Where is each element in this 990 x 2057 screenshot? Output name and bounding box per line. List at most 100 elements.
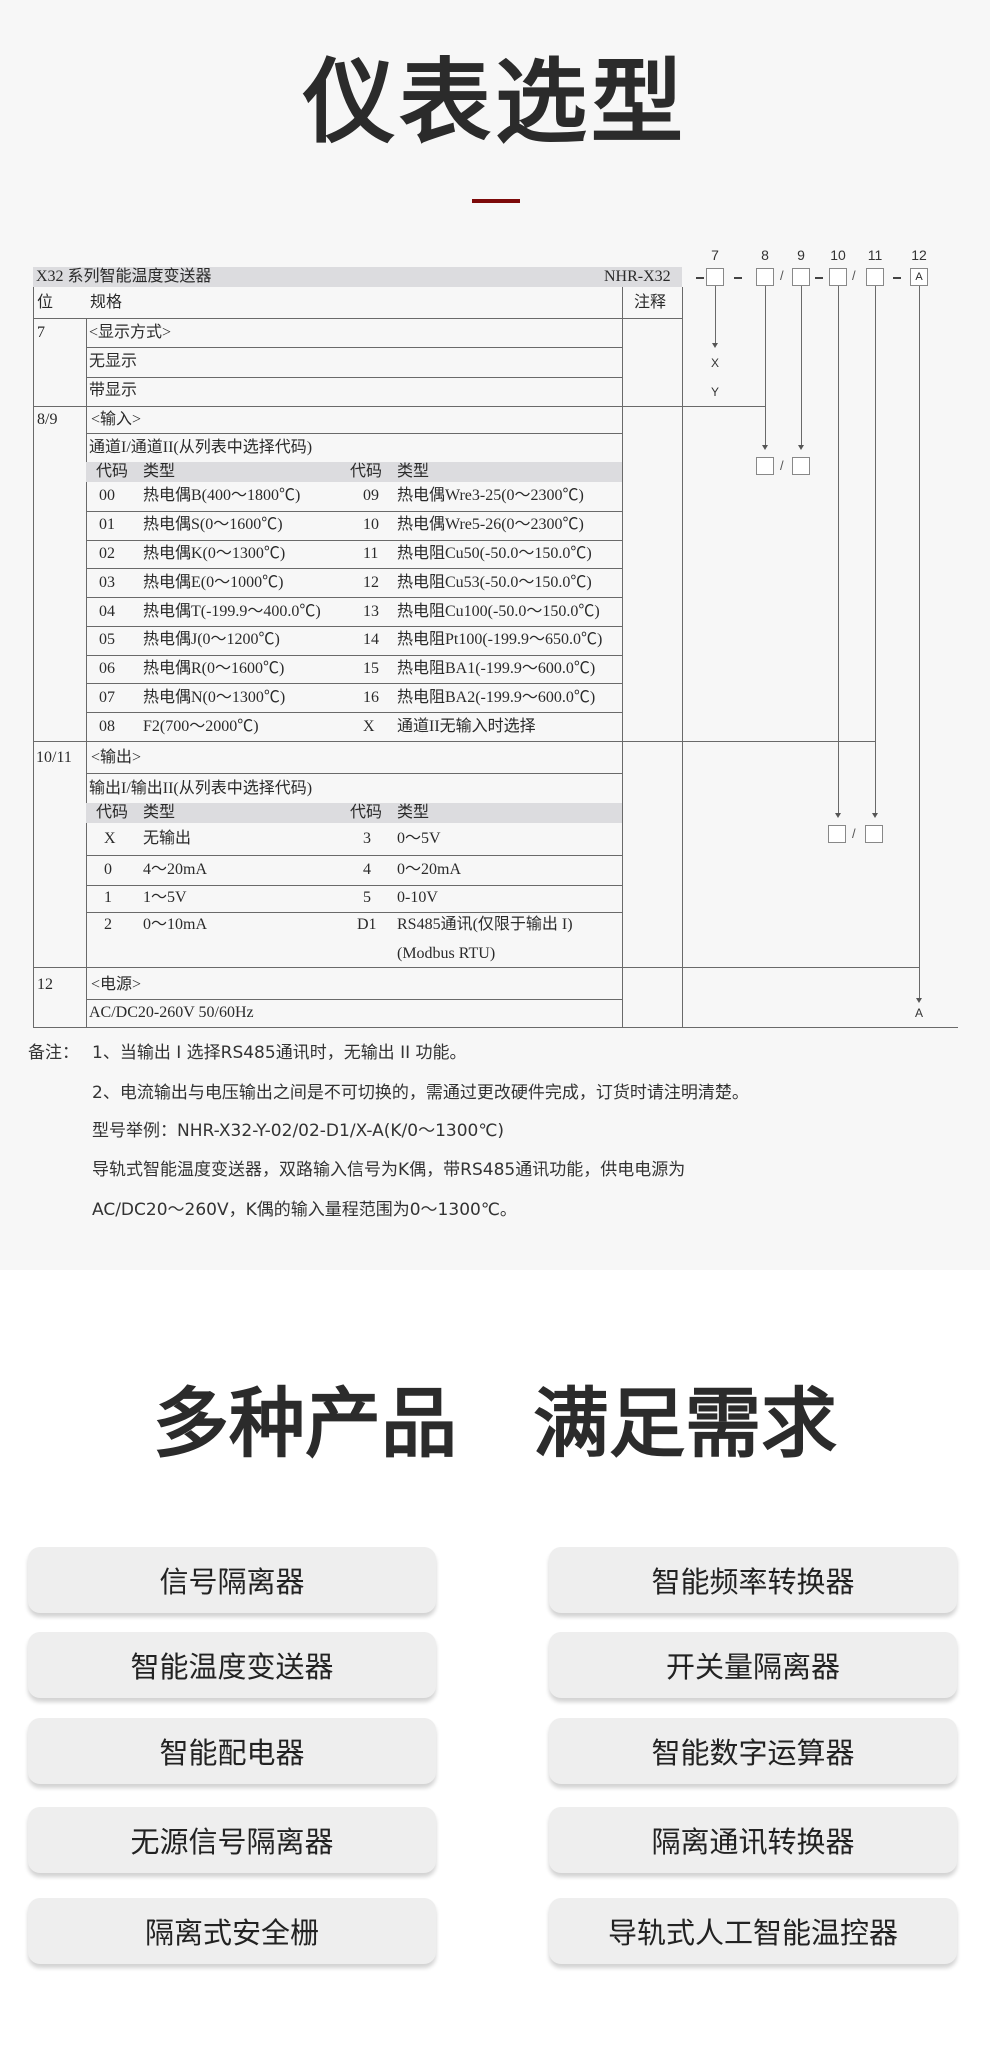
arrow-down-icon <box>872 813 878 818</box>
input-code: 01 <box>99 516 115 534</box>
output-code-slot <box>828 825 846 843</box>
code-slot[interactable] <box>706 268 724 286</box>
display-code: X <box>711 356 720 370</box>
display-mode-label: <显示方式> <box>89 324 172 341</box>
output-code: 3 <box>363 830 371 847</box>
position-number: 9 <box>797 247 805 263</box>
row-divider <box>86 568 622 569</box>
input-type: 热电偶Wre5-26(0～2300℃) <box>397 516 584 534</box>
output-code: 0 <box>104 861 112 878</box>
power-option: AC/DC20-260V 50/60Hz <box>89 1004 254 1021</box>
input-code-slot <box>792 457 810 475</box>
position-number: 7 <box>711 247 719 263</box>
code-slot[interactable] <box>866 268 884 286</box>
output-label: <输出> <box>91 749 142 766</box>
slash: / <box>852 826 856 841</box>
column-divider <box>765 286 766 445</box>
product-button[interactable]: 智能数字运算器 <box>549 1718 957 1784</box>
input-code: 05 <box>99 631 115 649</box>
row-divider <box>33 1027 958 1028</box>
note-line: 1、当输出 I 选择RS485通讯时，无输出 II 功能。 <box>92 1043 467 1063</box>
type-header: 类型 <box>397 463 430 480</box>
input-code: 06 <box>99 660 115 678</box>
input-code: 00 <box>99 487 115 505</box>
position-8-9: 8/9 <box>37 411 58 428</box>
separator-dash <box>696 277 704 279</box>
display-option: 带显示 <box>89 382 138 399</box>
input-subtitle: 通道I/通道II(从列表中选择代码) <box>89 439 313 456</box>
output-code-slot <box>865 825 883 843</box>
row-divider <box>86 433 622 434</box>
type-header: 类型 <box>143 804 176 821</box>
product-button[interactable]: 开关量隔离器 <box>549 1632 957 1698</box>
row-divider <box>86 540 622 541</box>
product-button[interactable]: 无源信号隔离器 <box>28 1807 436 1873</box>
input-code: 14 <box>363 631 379 649</box>
input-code: 04 <box>99 602 115 620</box>
header-position: 位 <box>37 294 54 311</box>
row-divider <box>86 712 622 713</box>
input-code: 07 <box>99 688 115 706</box>
input-code-slot <box>756 457 774 475</box>
arrow-down-icon <box>916 998 922 1003</box>
position-7: 7 <box>37 324 45 341</box>
input-label: <输入> <box>91 411 142 428</box>
column-divider <box>919 286 920 998</box>
input-type: 热电阻BA2(-199.9～600.0℃) <box>397 688 596 706</box>
code-slot[interactable] <box>756 268 774 286</box>
row-divider <box>86 773 622 774</box>
input-type: 热电偶R(0～1600℃) <box>143 660 285 678</box>
input-type: 热电偶N(0～1300℃) <box>143 688 286 706</box>
position-number: 10 <box>830 247 846 263</box>
input-type: 热电偶T(-199.9～400.0℃) <box>143 602 321 620</box>
column-divider <box>801 286 802 445</box>
code-slot-fixed: A <box>910 268 928 286</box>
row-divider <box>86 377 622 378</box>
output-code-header <box>86 803 622 823</box>
slash: / <box>780 268 784 283</box>
notes-label: 备注： <box>28 1043 79 1063</box>
table-title-bar <box>33 267 682 287</box>
input-type: 热电偶B(400～1800℃) <box>143 487 301 505</box>
column-divider <box>86 318 87 1027</box>
code-slot[interactable] <box>792 268 810 286</box>
input-type: 热电偶S(0～1600℃) <box>143 516 283 534</box>
row-divider <box>86 912 622 913</box>
slash: / <box>780 458 784 473</box>
model-prefix: NHR-X32 <box>604 268 671 285</box>
output-type: 0-10V <box>397 889 438 906</box>
power-label: <电源> <box>91 976 142 993</box>
output-type: 4～20mA <box>143 861 208 878</box>
product-button[interactable]: 隔离式安全栅 <box>28 1898 436 1964</box>
code-slot[interactable] <box>829 268 847 286</box>
input-code: 02 <box>99 544 115 562</box>
column-divider <box>838 286 839 813</box>
product-button[interactable]: 导轨式人工智能温控器 <box>549 1898 957 1964</box>
column-divider <box>33 287 34 1027</box>
row-divider <box>86 597 622 598</box>
product-button[interactable]: 智能频率转换器 <box>549 1547 957 1613</box>
position-10-11: 10/11 <box>36 749 72 766</box>
product-button[interactable]: 智能配电器 <box>28 1718 436 1784</box>
position-number: 8 <box>761 247 769 263</box>
separator-dash <box>734 277 742 279</box>
product-button[interactable]: 信号隔离器 <box>28 1547 436 1613</box>
output-code: 1 <box>104 889 112 906</box>
display-code: Y <box>711 385 720 399</box>
product-button[interactable]: 智能温度变送器 <box>28 1632 436 1698</box>
output-code: D1 <box>357 916 377 933</box>
selection-section-background <box>0 0 990 1270</box>
type-header: 类型 <box>143 463 176 480</box>
product-button[interactable]: 隔离通讯转换器 <box>549 1807 957 1873</box>
row-divider <box>86 999 622 1000</box>
output-type: 无输出 <box>143 830 192 847</box>
input-code: 13 <box>363 602 379 620</box>
display-option: 无显示 <box>89 353 138 370</box>
output-type: 1～5V <box>143 889 187 906</box>
row-divider <box>33 406 682 407</box>
row-divider <box>86 885 622 886</box>
output-type: 0～5V <box>397 830 441 847</box>
input-type: 热电阻Cu50(-50.0～150.0℃) <box>397 544 592 562</box>
input-type: 热电偶J(0～1200℃) <box>143 631 280 649</box>
column-divider <box>875 286 876 813</box>
